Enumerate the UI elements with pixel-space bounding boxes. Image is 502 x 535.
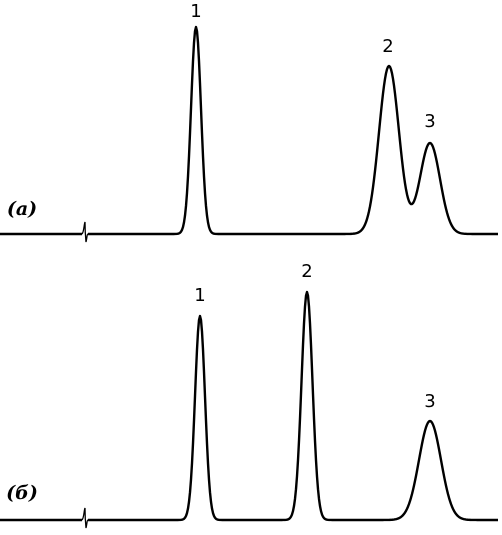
chromatogram-trace [87,290,499,522]
peak-label: 1 [190,1,201,22]
panel-label: (a) [7,198,37,220]
peak-label: 2 [382,36,393,57]
panel-a: (a) 1 2 3 [7,1,436,220]
peak-label: 2 [301,261,312,282]
peak-label: 1 [194,285,205,306]
axis-break [81,507,89,529]
peak-label: 3 [424,111,435,132]
axis-break [81,221,89,243]
panel-b: (б) 1 2 3 [6,261,436,504]
peak-label: 3 [424,391,435,412]
panel-label: (б) [6,482,38,504]
chromatogram-trace [87,25,499,236]
